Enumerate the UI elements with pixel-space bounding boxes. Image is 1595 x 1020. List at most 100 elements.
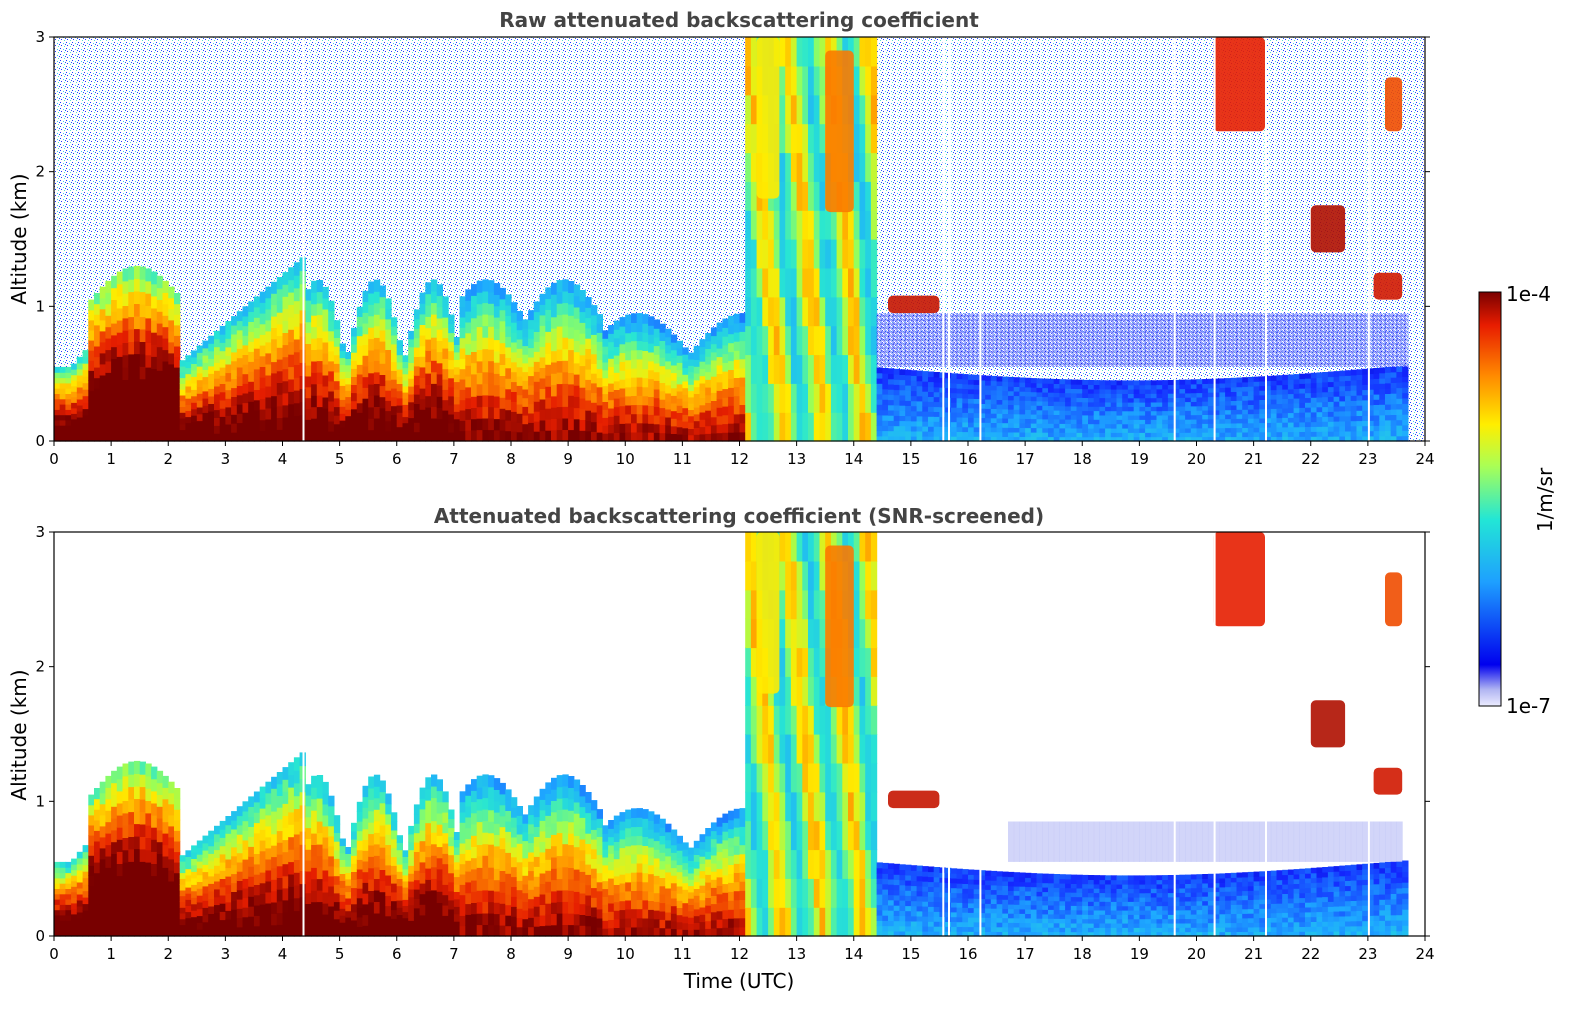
heatmap-cell	[448, 818, 455, 829]
heatmap-cell	[1270, 427, 1278, 433]
heatmap-cell	[916, 410, 923, 417]
heatmap-cell	[242, 316, 249, 327]
heatmap-cell	[191, 923, 198, 931]
heatmap-cell	[916, 313, 923, 367]
heatmap-cell	[648, 829, 655, 839]
heatmap-cell	[1156, 419, 1163, 425]
heatmap-cell	[1196, 388, 1203, 394]
heatmap-cell	[1327, 371, 1335, 378]
heatmap-cell	[1247, 431, 1255, 437]
heatmap-cell	[219, 845, 226, 855]
heatmap-cell	[379, 307, 386, 320]
heatmap-cell	[413, 309, 421, 320]
heatmap-cell	[139, 391, 146, 405]
heatmap-cell	[1396, 371, 1403, 378]
heatmap-cell	[613, 423, 621, 433]
heatmap-cell	[333, 389, 341, 399]
heatmap-cell	[1042, 414, 1049, 420]
heatmap-cell	[413, 347, 421, 357]
heatmap-cell	[465, 881, 472, 894]
heatmap-cell	[214, 385, 221, 395]
heatmap-cell	[345, 897, 352, 905]
heatmap-cell	[65, 930, 72, 937]
heatmap-cell	[568, 292, 575, 305]
heatmap-cell	[379, 858, 386, 870]
heatmap-cell	[1333, 386, 1340, 392]
heatmap-cell	[134, 861, 141, 875]
heatmap-cell	[413, 889, 421, 899]
heatmap-cell	[105, 867, 112, 880]
heatmap-cell	[419, 893, 426, 905]
heatmap-cell	[442, 832, 449, 844]
heatmap-cell	[631, 422, 638, 433]
heatmap-cell	[253, 812, 261, 824]
heatmap-cell	[162, 372, 169, 385]
heatmap-cell	[145, 911, 152, 925]
heatmap-cell	[316, 821, 324, 834]
heatmap-cell	[1247, 436, 1255, 442]
heatmap-cell	[1402, 435, 1409, 442]
heatmap-cell	[236, 348, 244, 359]
heatmap-cell	[790, 412, 798, 442]
heatmap-cell	[642, 413, 649, 424]
heatmap-cell	[482, 348, 489, 361]
heatmap-cell	[1310, 392, 1318, 398]
heatmap-cell	[676, 347, 683, 356]
heatmap-cell	[448, 314, 455, 325]
x-tick-label: 9	[563, 450, 573, 468]
data-gap	[302, 37, 305, 441]
heatmap-cell	[179, 878, 186, 885]
heatmap-cell	[99, 363, 106, 376]
heatmap-cell	[910, 435, 918, 442]
heatmap-cell	[373, 786, 381, 799]
heatmap-cell	[779, 296, 786, 327]
heatmap-cell	[288, 267, 295, 281]
heatmap-cell	[579, 795, 586, 808]
heatmap-cell	[533, 411, 541, 422]
heatmap-cell	[893, 399, 900, 406]
heatmap-cell	[225, 816, 232, 826]
heatmap-cell	[328, 330, 335, 342]
heatmap-cell	[362, 850, 369, 862]
heatmap-cell	[196, 874, 204, 882]
heatmap-cell	[870, 325, 878, 356]
heatmap-cell	[899, 415, 906, 422]
heatmap-cell	[631, 431, 638, 442]
heatmap-cell	[1287, 436, 1295, 442]
heatmap-cell	[1019, 382, 1026, 388]
heatmap-cell	[1076, 384, 1083, 390]
heatmap-cell	[276, 889, 284, 902]
heatmap-cell	[876, 372, 883, 379]
data-gap	[948, 37, 950, 441]
heatmap-cell	[482, 809, 489, 822]
heatmap-cell	[448, 890, 455, 901]
heatmap-cell	[1070, 397, 1078, 403]
heatmap-cell	[882, 404, 889, 411]
heatmap-cell	[248, 806, 255, 817]
heatmap-cell	[214, 401, 221, 411]
heatmap-cell	[488, 855, 495, 868]
heatmap-cell	[973, 379, 980, 385]
heatmap-cell	[1327, 386, 1335, 392]
heatmap-cell	[1362, 368, 1369, 375]
heatmap-cell	[1327, 376, 1335, 383]
heatmap-cell	[631, 817, 638, 828]
heatmap-cell	[419, 872, 426, 884]
heatmap-cell	[1196, 414, 1203, 420]
heatmap-cell	[539, 820, 546, 832]
heatmap-cell	[876, 377, 883, 384]
heatmap-cell	[219, 424, 226, 434]
heatmap-cell	[836, 412, 843, 442]
heatmap-cell	[305, 430, 312, 442]
heatmap-cell	[162, 821, 169, 834]
heatmap-cell	[933, 416, 940, 422]
heatmap-cell	[156, 323, 164, 336]
heatmap-cell	[128, 848, 135, 862]
heatmap-cell	[333, 892, 341, 903]
heatmap-cell	[391, 388, 398, 398]
heatmap-cell	[356, 840, 364, 851]
heatmap-cell	[105, 844, 112, 857]
heatmap-cell	[322, 925, 329, 937]
heatmap-cell	[1145, 406, 1152, 412]
heatmap-cell	[253, 430, 261, 442]
